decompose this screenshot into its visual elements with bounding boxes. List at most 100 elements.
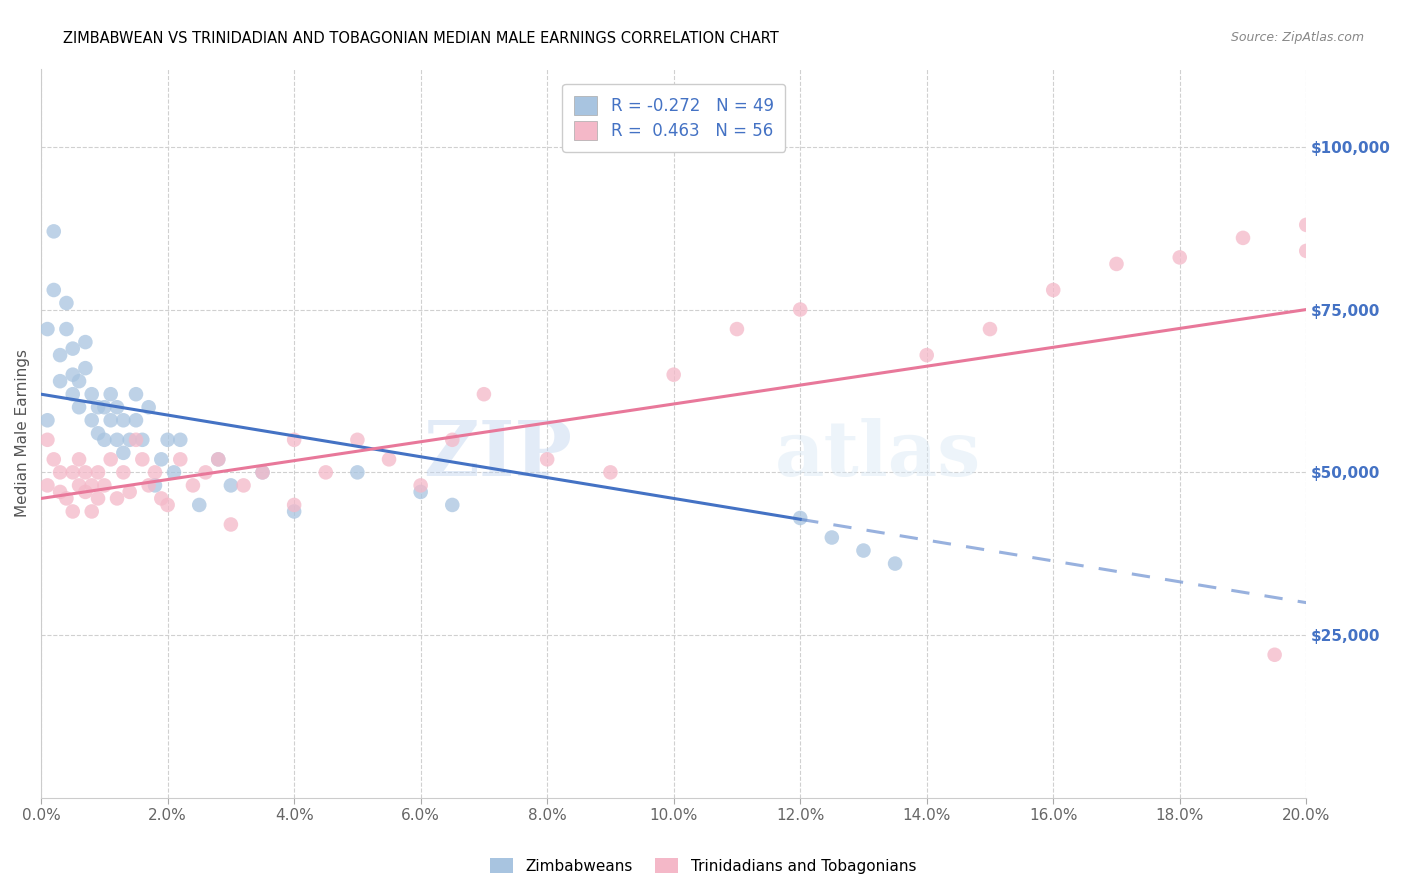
Point: [112, 413, 135, 427]
Legend: Zimbabweans, Trinidadians and Tobagonians: Zimbabweans, Trinidadians and Tobagonian…: [484, 852, 922, 880]
Point: [378, 452, 401, 467]
Point: [62, 504, 84, 518]
Point: [62, 466, 84, 480]
Point: [42, 283, 65, 297]
Point: [979, 322, 1001, 336]
Point: [181, 478, 204, 492]
Point: [143, 466, 166, 480]
Point: [138, 478, 160, 492]
Point: [207, 452, 229, 467]
Point: [219, 478, 242, 492]
Point: [163, 466, 186, 480]
Point: [112, 446, 135, 460]
Point: [1264, 648, 1286, 662]
Point: [131, 433, 153, 447]
Point: [93, 401, 115, 415]
Point: [55, 296, 77, 310]
Point: [156, 433, 179, 447]
Point: [283, 498, 305, 512]
Point: [105, 491, 128, 506]
Point: [49, 348, 72, 362]
Point: [441, 498, 464, 512]
Point: [1295, 244, 1317, 258]
Point: [125, 387, 148, 401]
Point: [1295, 218, 1317, 232]
Point: [536, 452, 558, 467]
Point: [441, 433, 464, 447]
Point: [62, 387, 84, 401]
Point: [725, 322, 748, 336]
Legend: R = -0.272   N = 49, R =  0.463   N = 56: R = -0.272 N = 49, R = 0.463 N = 56: [562, 84, 785, 152]
Point: [156, 498, 179, 512]
Point: [55, 491, 77, 506]
Point: [599, 466, 621, 480]
Point: [789, 302, 811, 317]
Point: [346, 466, 368, 480]
Point: [1232, 231, 1254, 245]
Point: [409, 478, 432, 492]
Point: [67, 452, 90, 467]
Point: [1105, 257, 1128, 271]
Point: [80, 387, 103, 401]
Point: [472, 387, 495, 401]
Point: [219, 517, 242, 532]
Text: Source: ZipAtlas.com: Source: ZipAtlas.com: [1230, 31, 1364, 45]
Point: [315, 466, 337, 480]
Point: [118, 433, 141, 447]
Point: [194, 466, 217, 480]
Point: [112, 466, 135, 480]
Point: [789, 511, 811, 525]
Point: [283, 504, 305, 518]
Point: [75, 361, 97, 376]
Text: ZIP: ZIP: [423, 418, 572, 492]
Point: [37, 322, 59, 336]
Point: [105, 433, 128, 447]
Point: [62, 368, 84, 382]
Point: [143, 478, 166, 492]
Point: [852, 543, 875, 558]
Text: ZIMBABWEAN VS TRINIDADIAN AND TOBAGONIAN MEDIAN MALE EARNINGS CORRELATION CHART: ZIMBABWEAN VS TRINIDADIAN AND TOBAGONIAN…: [63, 31, 779, 46]
Point: [1042, 283, 1064, 297]
Point: [93, 433, 115, 447]
Point: [87, 426, 110, 441]
Point: [821, 531, 844, 545]
Point: [100, 452, 122, 467]
Point: [80, 478, 103, 492]
Point: [409, 484, 432, 499]
Point: [1168, 251, 1191, 265]
Point: [67, 374, 90, 388]
Point: [252, 466, 274, 480]
Point: [131, 452, 153, 467]
Point: [188, 498, 211, 512]
Point: [55, 322, 77, 336]
Point: [93, 478, 115, 492]
Point: [100, 413, 122, 427]
Point: [75, 335, 97, 350]
Point: [125, 413, 148, 427]
Point: [49, 466, 72, 480]
Point: [207, 452, 229, 467]
Point: [87, 401, 110, 415]
Point: [100, 387, 122, 401]
Y-axis label: Median Male Earnings: Median Male Earnings: [15, 350, 30, 517]
Point: [884, 557, 907, 571]
Point: [150, 452, 173, 467]
Point: [80, 504, 103, 518]
Point: [67, 478, 90, 492]
Text: atlas: atlas: [775, 418, 981, 492]
Point: [87, 466, 110, 480]
Point: [42, 452, 65, 467]
Point: [37, 413, 59, 427]
Point: [283, 433, 305, 447]
Point: [75, 484, 97, 499]
Point: [125, 433, 148, 447]
Point: [42, 224, 65, 238]
Point: [37, 433, 59, 447]
Point: [232, 478, 254, 492]
Point: [252, 466, 274, 480]
Point: [49, 484, 72, 499]
Point: [662, 368, 685, 382]
Point: [915, 348, 938, 362]
Point: [169, 452, 191, 467]
Point: [37, 478, 59, 492]
